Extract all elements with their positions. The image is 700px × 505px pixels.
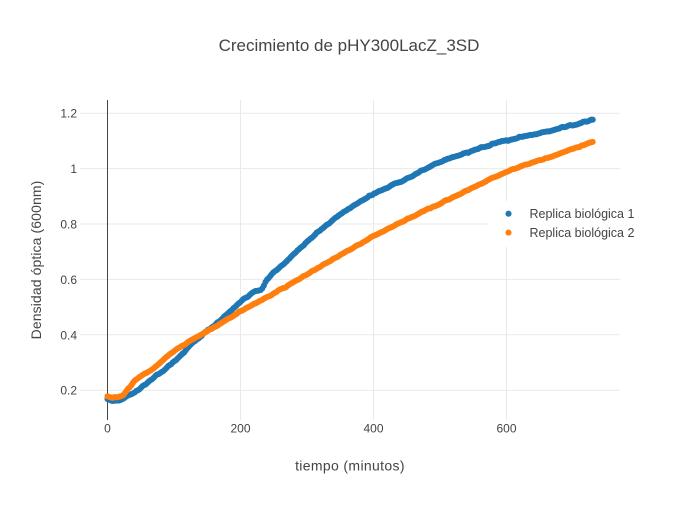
svg-text:200: 200 [230,422,250,436]
svg-text:400: 400 [363,422,383,436]
svg-text:0.6: 0.6 [60,273,77,287]
svg-text:0.2: 0.2 [60,384,77,398]
svg-text:Densidad óptica (600nm): Densidad óptica (600nm) [28,181,44,340]
svg-text:600: 600 [496,422,516,436]
svg-text:0: 0 [104,422,111,436]
svg-text:0.4: 0.4 [60,328,77,342]
svg-text:1: 1 [70,162,77,176]
svg-text:1.2: 1.2 [60,107,77,121]
svg-text:Replica biológica 2: Replica biológica 2 [530,226,635,240]
svg-text:tiempo (minutos): tiempo (minutos) [295,458,405,474]
svg-text:0.8: 0.8 [60,218,77,232]
svg-text:Replica biológica 1: Replica biológica 1 [530,207,635,221]
svg-text:Crecimiento de pHY300LacZ_3SD: Crecimiento de pHY300LacZ_3SD [219,36,480,55]
